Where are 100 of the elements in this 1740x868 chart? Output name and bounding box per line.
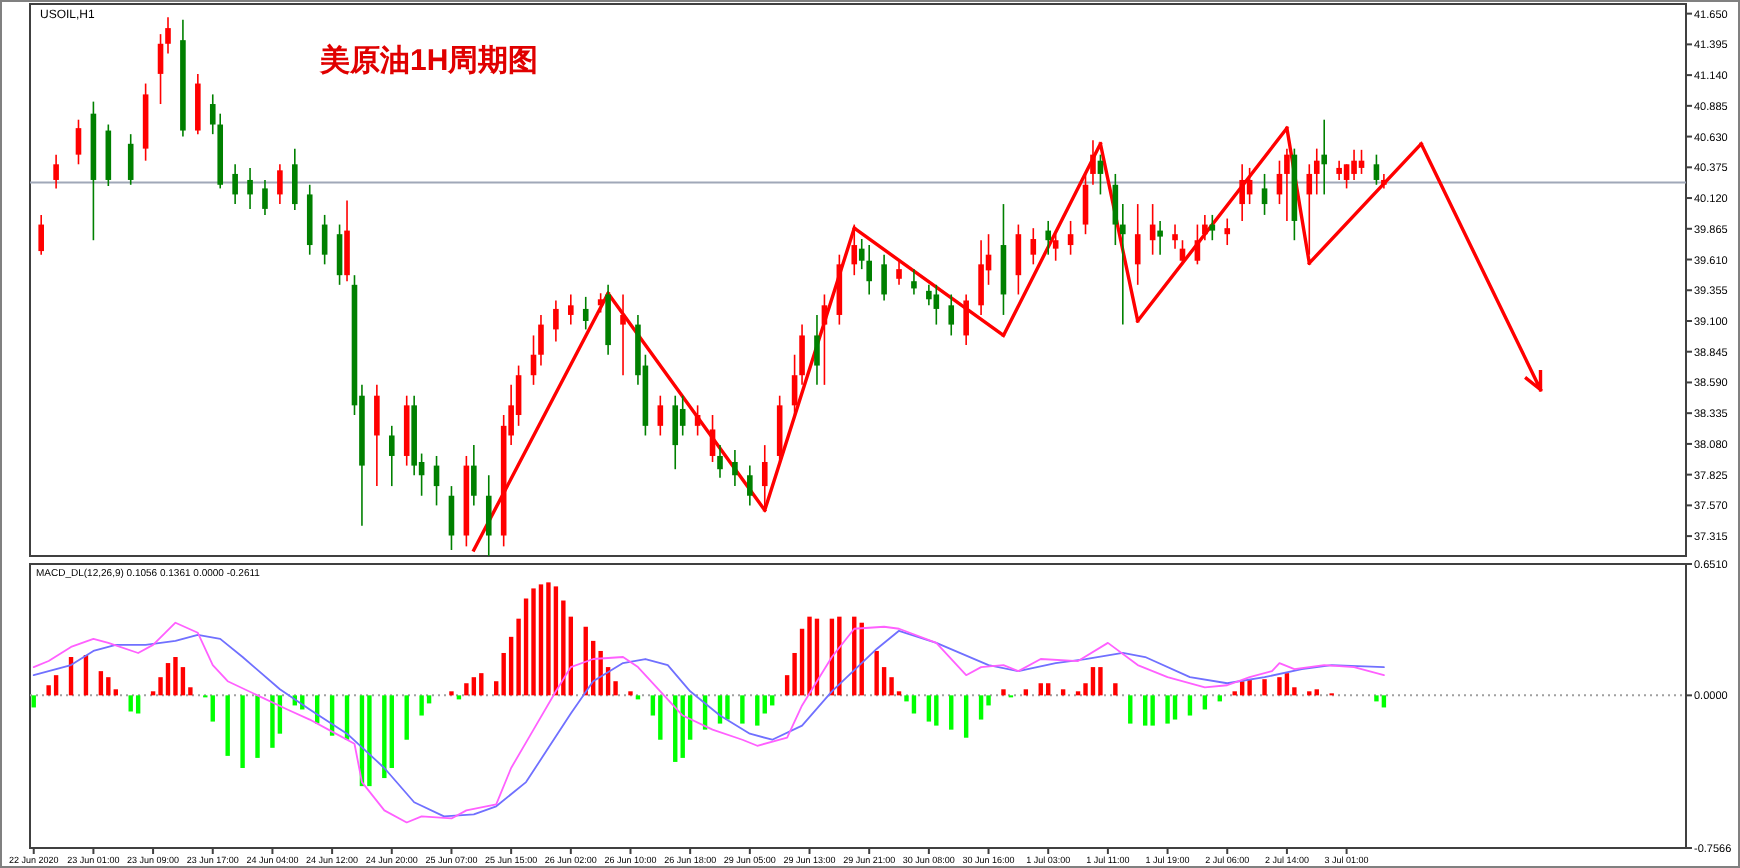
text: 美原油1H周期图 [318,42,539,78]
candlestick [485,474,492,557]
bar [1038,683,1043,696]
bar [255,695,260,758]
bar [419,695,424,716]
candlestick [799,323,805,386]
candlestick [1313,147,1320,196]
candlestick [1202,214,1208,242]
bar [471,677,477,696]
candlestick [336,223,343,286]
candlestick [1067,220,1074,256]
candlestick [1373,153,1380,186]
candlestick [1336,159,1342,181]
candlestick [851,223,858,276]
bar [926,695,932,722]
candlestick [1030,227,1037,266]
candlestick [1134,203,1141,286]
candlestick [127,133,134,186]
bar [740,695,745,724]
candlestick [568,293,574,326]
bar [1001,689,1006,696]
candlestick [1284,147,1290,222]
bar [367,695,372,787]
bar [770,695,775,706]
bar [53,675,59,696]
candlestick [1120,203,1126,326]
bar [464,683,469,696]
bar [546,582,551,696]
candlestick [292,147,298,211]
bar [725,695,730,720]
candlestick [1321,118,1328,196]
bar [538,584,544,696]
candlestick [553,299,559,343]
candlestick [1343,163,1350,190]
bar [479,673,484,696]
candlestick [195,73,201,135]
bar [949,695,954,730]
bar [837,616,842,696]
bar [382,695,387,779]
candlestick [926,284,932,307]
bar [165,663,171,696]
candlestick [1157,220,1163,256]
candlestick [709,414,716,463]
candlestick [1179,239,1186,266]
bar [911,695,917,714]
candlestick [232,163,238,205]
candlestick [538,314,544,367]
bar [807,616,812,696]
bar [270,695,275,748]
candlestick [38,214,44,256]
bar [1247,679,1252,696]
candlestick [672,394,679,471]
bar [1128,695,1133,724]
bar [1172,695,1178,720]
candlestick [1112,173,1119,246]
bar [225,695,230,756]
candlestick [1015,223,1022,296]
bar [1098,667,1103,696]
bar [874,650,879,696]
candlestick [814,314,820,386]
candlestick [1351,149,1357,181]
bar [1046,683,1051,696]
candlestick [582,296,589,331]
bar [658,695,663,740]
candlestick [277,163,283,205]
candlestick [1052,233,1059,262]
bar [1187,695,1193,716]
bar [98,671,104,696]
candlestick [821,293,828,386]
bar [210,695,215,722]
candlestick [1090,139,1096,186]
candlestick [747,464,753,507]
bar [1150,695,1155,726]
bar [173,657,178,696]
bar [978,695,984,720]
candlestick [53,153,59,190]
candlestick [344,199,350,283]
bar [106,677,111,696]
bar [404,695,409,740]
candlestick [761,444,768,511]
bar [1202,695,1208,710]
bar [531,588,536,696]
candlestick [694,404,701,437]
bar [963,695,969,738]
candlestick [963,293,969,346]
candlestick [75,118,82,166]
candlestick [1224,217,1231,246]
candlestick [1261,173,1268,216]
candlestick [866,244,872,296]
candlestick [374,384,380,487]
candlestick [1239,163,1245,222]
bar [1142,695,1148,726]
candlestick [896,259,902,286]
candlestick [732,449,738,487]
bar [1374,695,1379,702]
candlestick [1306,163,1313,256]
bar [31,695,36,708]
bar [1113,683,1118,696]
bar [934,695,939,726]
candlestick [165,16,171,55]
